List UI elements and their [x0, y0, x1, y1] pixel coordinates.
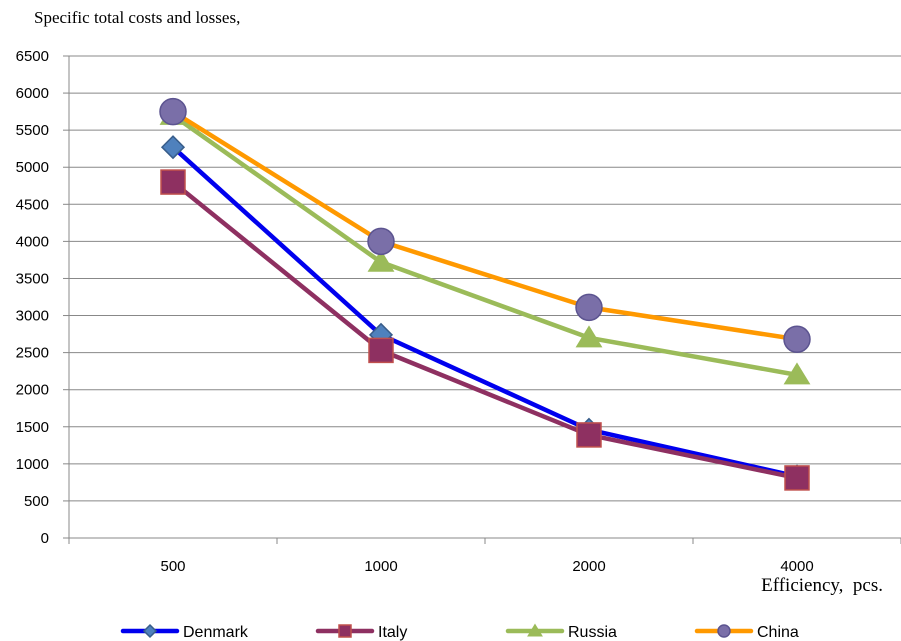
data-point	[783, 362, 811, 385]
series-italy	[170, 179, 800, 481]
x-tick-label: 2000	[572, 558, 605, 575]
series	[159, 97, 811, 491]
y-tick-label: 6000	[16, 85, 49, 102]
legend-label: China	[757, 624, 799, 641]
series-china	[170, 109, 800, 342]
chart-title: Specific total costs and losses,	[34, 8, 240, 27]
y-tick-label: 3000	[16, 308, 49, 325]
y-tick-label: 0	[41, 530, 49, 547]
y-tick-label: 5500	[16, 122, 49, 139]
y-tick-label: 1500	[16, 419, 49, 436]
legend-marker	[338, 624, 352, 638]
legend: Denmark Italy Russia China	[120, 623, 799, 641]
axes	[63, 55, 901, 544]
y-tick-labels: 0 500 1000 1500 2000 2500 3000 3500 4000 4500 5000…	[16, 48, 49, 547]
legend-marker	[142, 623, 158, 639]
y-tick-label: 4000	[16, 233, 49, 250]
x-tick-label: 1000	[364, 558, 397, 575]
series-markers-china	[159, 97, 811, 354]
y-tick-label: 1000	[16, 456, 49, 473]
data-point	[575, 293, 603, 322]
y-tick-label: 5000	[16, 159, 49, 176]
data-point	[367, 227, 395, 256]
y-tick-label: 2000	[16, 382, 49, 399]
data-point	[783, 325, 811, 354]
legend-item-russia: Russia	[505, 623, 617, 641]
series-line-russia	[170, 113, 800, 378]
x-axis-label: Efficiency, pcs.	[761, 575, 883, 596]
legend-item-china: China	[694, 624, 799, 641]
data-point	[159, 97, 187, 126]
series-line-china	[170, 109, 800, 342]
series-markers-italy	[160, 169, 810, 491]
x-tick-label: 4000	[780, 558, 813, 575]
y-tick-label: 6500	[16, 48, 49, 65]
legend-item-italy: Italy	[315, 624, 407, 641]
data-point	[575, 325, 603, 348]
legend-label: Denmark	[183, 624, 249, 641]
series-russia	[170, 113, 800, 378]
series-denmark	[170, 144, 800, 479]
legend-marker	[527, 623, 543, 637]
legend-label: Italy	[378, 624, 407, 641]
y-tick-label: 2500	[16, 345, 49, 362]
data-point	[160, 169, 186, 195]
y-tick-label: 500	[24, 493, 49, 510]
gridlines	[69, 55, 901, 502]
series-markers-russia	[159, 102, 811, 385]
series-markers-denmark	[160, 135, 810, 489]
x-tick-label: 500	[160, 558, 185, 575]
series-line-italy	[170, 179, 800, 481]
data-point	[784, 465, 810, 491]
x-tick-labels: 500 1000 2000 4000	[160, 558, 813, 575]
data-point	[368, 337, 394, 364]
data-point	[576, 422, 602, 448]
data-point	[160, 135, 186, 160]
legend-item-denmark: Denmark	[120, 623, 249, 641]
legend-label: Russia	[568, 624, 617, 641]
series-line-denmark	[170, 144, 800, 479]
data-point	[367, 249, 395, 272]
y-tick-label: 4500	[16, 196, 49, 213]
legend-marker	[717, 624, 731, 638]
y-tick-label: 3500	[16, 270, 49, 287]
